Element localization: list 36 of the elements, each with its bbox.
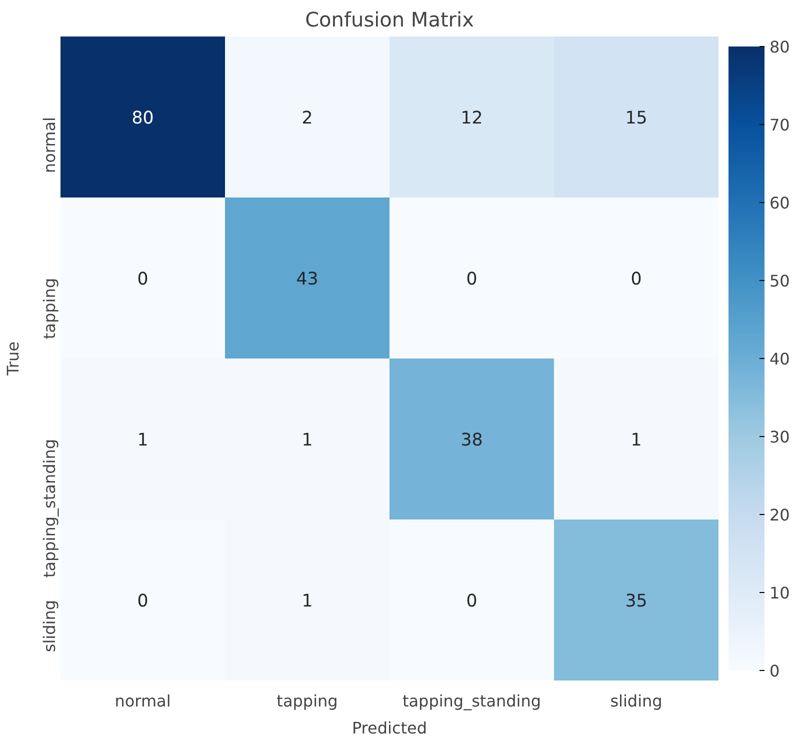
y-axis-title: True [4, 342, 22, 376]
color-bar-label: 80 [770, 38, 790, 56]
data-label: 0 [137, 592, 148, 612]
y-tick-label: sliding [40, 600, 59, 652]
data-label: 0 [466, 592, 478, 612]
data-label: 0 [137, 270, 148, 290]
chart-title: Confusion Matrix [305, 8, 474, 32]
data-label: 35 [625, 592, 648, 612]
color-bar-label: 60 [770, 194, 790, 212]
color-bar-label: 10 [770, 584, 790, 602]
x-tick-label: sliding [610, 692, 662, 710]
data-label: 43 [296, 270, 318, 290]
x-tick-label: tapping [276, 692, 338, 710]
data-label: 80 [132, 108, 154, 128]
data-label: 0 [466, 270, 478, 290]
y-tick-label: normal [40, 117, 59, 174]
data-label: 1 [302, 430, 313, 450]
color-bar-label: 0 [770, 662, 780, 680]
data-label: 0 [630, 270, 642, 290]
data-label: 12 [460, 108, 483, 128]
x-axis-title: Predicted [352, 718, 428, 738]
y-tick-label: tapping_standing [40, 438, 59, 578]
data-label: 1 [137, 430, 148, 450]
x-tick-label: tapping_standing [402, 692, 542, 710]
color-bar-label: 50 [770, 272, 790, 290]
color-bar-label: 40 [770, 350, 790, 368]
y-tick-label: tapping [40, 278, 59, 340]
data-label: 38 [460, 430, 483, 450]
data-label: 1 [302, 592, 313, 612]
color-bar-label: 20 [770, 506, 790, 524]
color-bar-label: 30 [770, 428, 790, 446]
x-tick-label: normal [114, 692, 171, 710]
data-label: 2 [302, 108, 313, 128]
data-label: 15 [625, 108, 648, 128]
color-bar-label: 70 [770, 116, 790, 134]
data-label: 1 [630, 430, 642, 450]
